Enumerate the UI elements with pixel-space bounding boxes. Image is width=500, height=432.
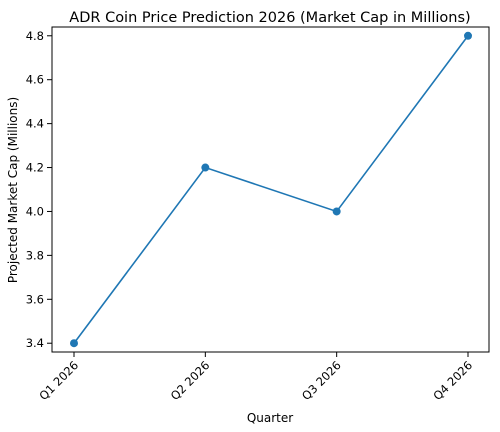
y-axis-label: Projected Market Cap (Millions) xyxy=(6,97,20,283)
y-axis: 3.4 3.6 3.8 4.0 4.2 4.4 4.6 4.8 xyxy=(26,29,52,350)
data-point xyxy=(201,163,210,172)
plot-area xyxy=(51,26,490,353)
y-tick-label: 3.6 xyxy=(26,292,44,306)
x-tick-label: Q3 2026 xyxy=(299,358,344,403)
x-axis: Q1 2026 Q2 2026 Q3 2026 Q4 2026 xyxy=(36,352,475,403)
data-point xyxy=(332,207,341,216)
y-tick-label: 3.4 xyxy=(26,336,44,350)
x-tick-label: Q2 2026 xyxy=(168,358,213,403)
x-tick-label: Q4 2026 xyxy=(430,358,475,403)
data-point xyxy=(464,31,472,40)
series-group xyxy=(70,31,472,348)
chart-title: ADR Coin Price Prediction 2026 (Market C… xyxy=(69,10,470,26)
y-tick-label: 4.2 xyxy=(26,161,44,175)
y-tick-label: 4.8 xyxy=(26,29,44,43)
x-axis-label: Quarter xyxy=(247,411,293,425)
x-tick-label: Q1 2026 xyxy=(36,358,81,403)
y-tick-label: 3.8 xyxy=(26,248,44,262)
y-tick-label: 4.4 xyxy=(26,117,44,131)
y-tick-label: 4.6 xyxy=(26,73,44,87)
series-line xyxy=(73,35,469,344)
y-tick-label: 4.0 xyxy=(26,204,44,218)
data-point xyxy=(70,339,78,348)
